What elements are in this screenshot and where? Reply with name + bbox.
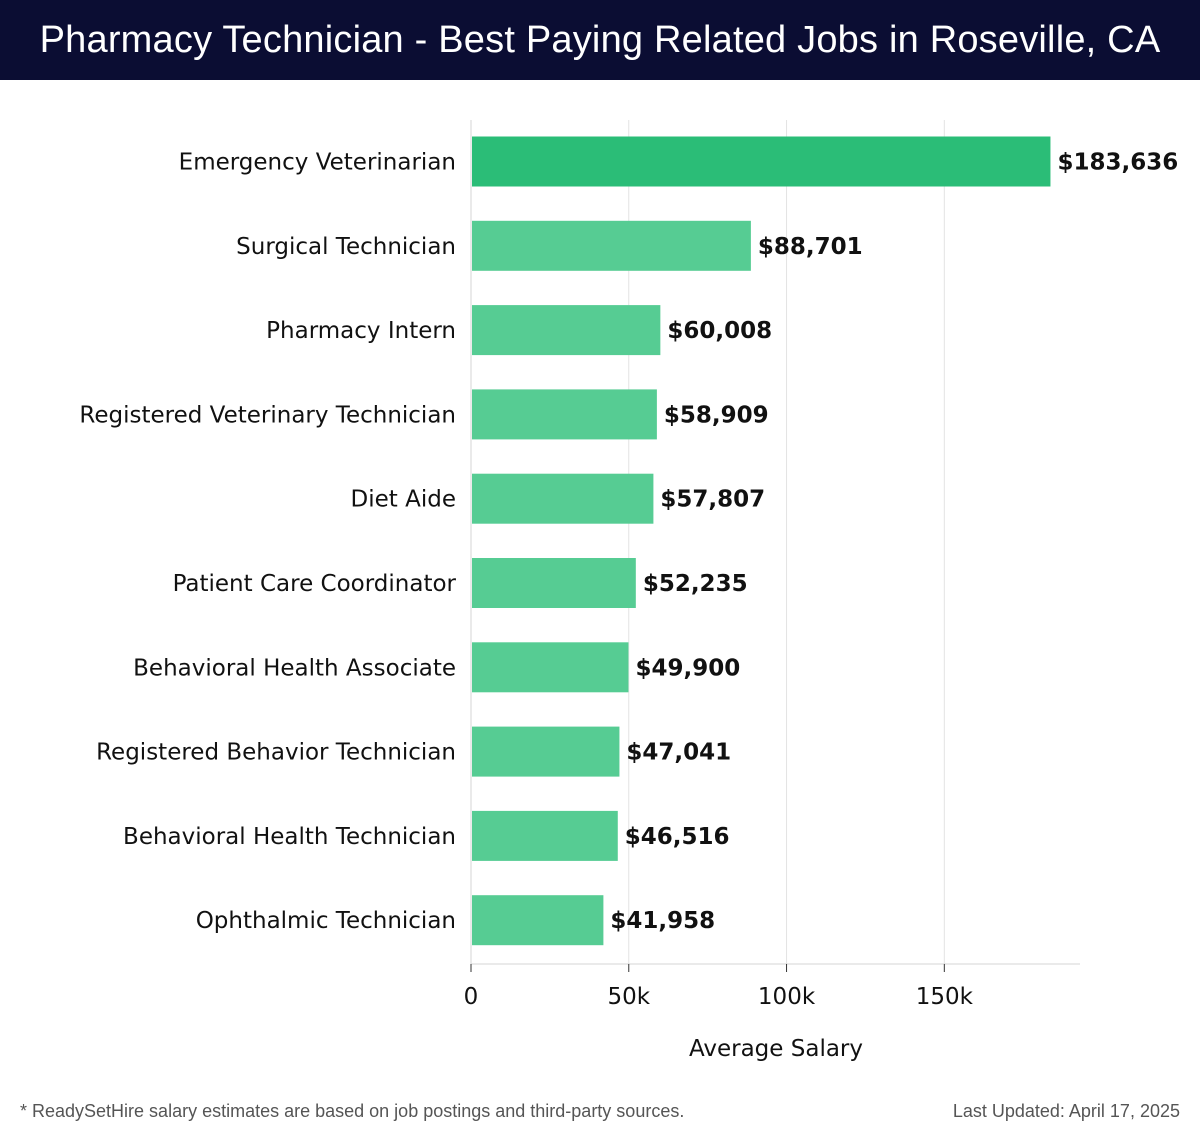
value-label: $57,807 (660, 487, 765, 513)
bar (472, 136, 1051, 187)
category-label: Diet Aide (351, 487, 456, 513)
x-tick-label: 0 (464, 984, 479, 1010)
bar (472, 642, 629, 693)
category-label: Registered Behavior Technician (96, 740, 456, 766)
category-label: Behavioral Health Technician (123, 824, 456, 850)
bar (472, 389, 657, 440)
category-label: Surgical Technician (236, 234, 456, 260)
value-label: $41,958 (610, 908, 715, 934)
bar (472, 220, 751, 271)
value-label: $183,636 (1057, 150, 1178, 176)
x-tick-label: 50k (607, 984, 650, 1010)
value-label: $60,008 (667, 318, 772, 344)
value-label: $88,701 (758, 234, 863, 260)
title-bar: Pharmacy Technician - Best Paying Relate… (0, 0, 1200, 80)
value-label: $46,516 (625, 824, 730, 850)
bar (472, 305, 661, 356)
category-label: Pharmacy Intern (266, 318, 456, 344)
value-label: $49,900 (635, 655, 740, 681)
bar (472, 810, 618, 861)
axis-layer: 0 50k 100k 150k Emergency Veterinarian Surgic… (79, 120, 1080, 1010)
bar (472, 726, 620, 777)
footnote: * ReadySetHire salary estimates are base… (20, 1101, 685, 1121)
category-label: Emergency Veterinarian (179, 150, 456, 176)
chart-title: Pharmacy Technician - Best Paying Relate… (39, 18, 1161, 61)
value-label: $52,235 (643, 571, 748, 597)
last-updated: Last Updated: April 17, 2025 (952, 1101, 1180, 1121)
category-label: Behavioral Health Associate (133, 655, 456, 681)
category-label: Ophthalmic Technician (196, 908, 456, 934)
x-tick-label: 150k (916, 984, 974, 1010)
category-label: Registered Veterinary Technician (79, 402, 456, 428)
x-axis-title: Average Salary (689, 1036, 863, 1062)
category-label: Patient Care Coordinator (173, 571, 457, 597)
bar-layer: $183,636 $88,701 $60,008 $58,909 $57,807 $52,… (472, 136, 1178, 946)
bar (472, 895, 604, 946)
x-tick-label: 100k (758, 984, 816, 1010)
bar (472, 558, 636, 608)
value-label: $58,909 (664, 402, 769, 428)
value-label: $47,041 (626, 740, 731, 766)
bar (472, 473, 654, 524)
